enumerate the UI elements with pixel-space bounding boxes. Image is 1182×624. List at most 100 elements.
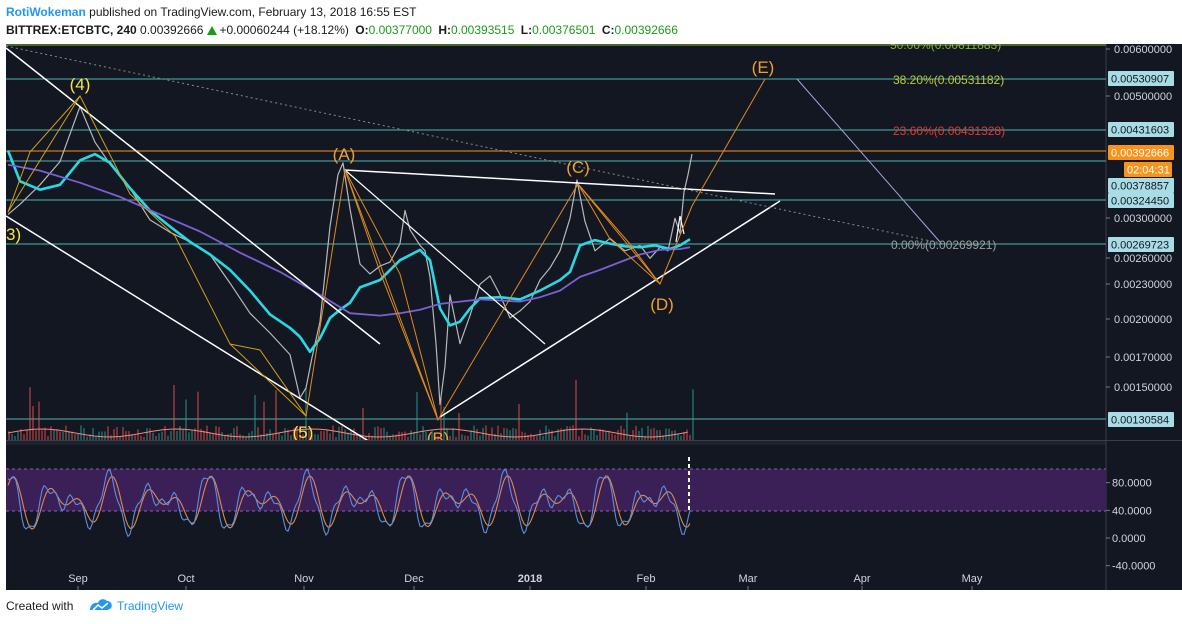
low-label: L: (520, 23, 533, 37)
volume-bar (200, 428, 202, 440)
volume-bar (194, 428, 196, 440)
volume-bar (557, 429, 559, 440)
volume-bar (254, 394, 256, 440)
volume-bar (470, 430, 472, 440)
volume-bar (452, 428, 454, 440)
volume-bar (635, 425, 637, 440)
volume-bar (668, 428, 670, 440)
wave-label-a: (A) (333, 145, 356, 164)
volume-bar (320, 431, 322, 440)
volume-bar (65, 425, 67, 440)
series-line-1 (6, 150, 691, 354)
volume-bar (401, 432, 403, 440)
price-axis-markers: 0.00530907 0.00431603 0.00392666 02:04:31 0.… (1108, 71, 1174, 427)
volume-bar (143, 436, 145, 440)
volume-bar (521, 431, 523, 440)
wave-label-3: 3) (6, 225, 21, 244)
volume-bar (149, 428, 151, 440)
oscillator-pane[interactable] (6, 445, 1106, 586)
volume-bar (71, 431, 73, 440)
series-layer (6, 105, 693, 406)
price-chart[interactable]: 50.00%(0.00611883) 38.20%(0.00531182) 23… (0, 44, 1182, 590)
volume-bar (275, 390, 277, 440)
volume-bar (68, 431, 70, 440)
tradingview-link[interactable]: TradingView (117, 599, 184, 613)
volume-bar (473, 425, 475, 440)
volume-bar (245, 436, 247, 440)
price-tick-label: 0.00600000 (1114, 44, 1172, 56)
volume-bar (173, 384, 175, 440)
price-marker-label: 0.00431603 (1111, 125, 1169, 137)
volume-bar (59, 431, 61, 440)
high-label: H: (438, 23, 451, 37)
volume-bar (323, 431, 325, 440)
price-marker-label: 0.00130584 (1111, 415, 1169, 427)
volume-bar (476, 429, 478, 440)
volume-bar (404, 431, 406, 440)
volume-bar (428, 434, 430, 440)
volume-bar (38, 401, 40, 440)
volume-bar (215, 426, 217, 440)
fib-label-50: 50.00%(0.00611883) (890, 44, 1001, 52)
volume-bar (647, 425, 649, 440)
volume-bar (47, 436, 49, 440)
volume-bar (362, 407, 364, 440)
drawing-tools (6, 45, 946, 440)
volume-bar (359, 433, 361, 440)
time-axis[interactable]: Sep Oct Nov Dec 2018 Feb Mar Apr May (68, 573, 983, 590)
volume-bar (590, 427, 592, 440)
volume-bar (383, 427, 385, 440)
volume-bar (584, 434, 586, 440)
time-tick-label: Nov (294, 573, 314, 585)
volume-bar (350, 429, 352, 440)
volume-bar (653, 427, 655, 440)
time-tick-label: May (962, 573, 983, 585)
wave-label-d: (D) (650, 295, 674, 314)
volume-bar (185, 399, 187, 440)
volume-bar (146, 428, 148, 440)
volume-bar (56, 429, 58, 440)
volume-bar (683, 432, 685, 440)
close-value: 0.00392666 (614, 23, 678, 37)
volume-bar (614, 434, 616, 440)
volume-bar (170, 431, 172, 440)
volume-bar (8, 431, 10, 440)
volume-bar (188, 432, 190, 440)
volume-bar (191, 430, 193, 440)
volume-bar (83, 428, 85, 440)
volume-bar (509, 430, 511, 440)
open-value: 0.00377000 (368, 23, 432, 37)
volume-bar (101, 431, 103, 440)
volume-bar (218, 427, 220, 440)
volume-bar (278, 432, 280, 440)
volume-bar (212, 434, 214, 440)
oscillator-layer (6, 457, 1106, 538)
volume-bar (53, 429, 55, 440)
volume-bar (512, 427, 514, 440)
author-link[interactable]: RotiWokeman (6, 5, 86, 19)
wave-a-triangle-line (344, 169, 439, 421)
volume-bar (17, 432, 19, 440)
price-marker-label: 0.00269723 (1111, 240, 1169, 252)
projection-arrow-line (796, 78, 941, 243)
volume-bar (542, 436, 544, 440)
volume-bar (164, 426, 166, 440)
volume-bar (413, 431, 415, 440)
price-tick-label: 0.00230000 (1114, 279, 1172, 291)
wave5-triangle-line (229, 343, 307, 417)
volume-bar (437, 435, 439, 440)
time-tick-label: Feb (637, 573, 656, 585)
volume-bar (626, 412, 628, 440)
volume-bar (680, 435, 682, 440)
volume-bar (203, 430, 205, 440)
wedge-line (344, 169, 546, 345)
volume-bar (596, 435, 598, 440)
volume-bar (209, 432, 211, 440)
price-marker-label: 0.00324450 (1111, 196, 1169, 208)
volume-bar (569, 426, 571, 440)
volume-bar (455, 436, 457, 440)
volume-bar (620, 425, 622, 440)
oscillator-tick-label: -40.0000 (1112, 561, 1155, 573)
series-line-2 (7, 163, 691, 317)
volume-bar (461, 434, 463, 440)
